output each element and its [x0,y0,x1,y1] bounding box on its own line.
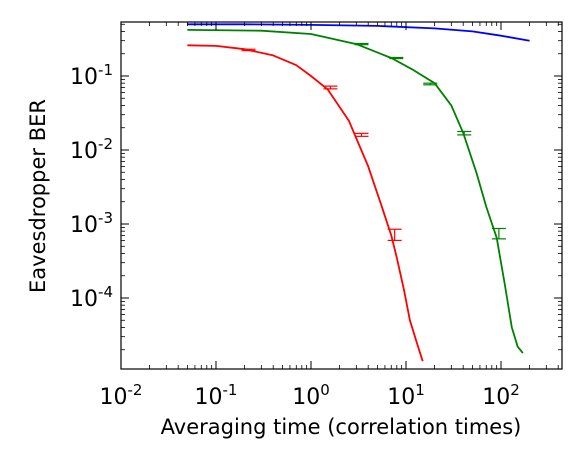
y-tick-label: 10-3 [70,209,113,238]
error-bar-2-0 [241,48,256,52]
plot-frame [120,21,563,370]
error-bar-1-1 [389,56,404,60]
x-axis-title: Averaging time (correlation times) [161,415,522,439]
y-tick-label: 10-4 [70,283,113,312]
y-tick-label: 10-1 [70,61,113,90]
error-bar-1-2 [423,82,438,86]
series-line-0 [187,23,530,42]
tick-layer: 10-2 10-1 100 101 102 10-1 10-2 10-3 10-4 [70,22,562,410]
x-tick-label: 102 [482,381,520,410]
error-bar-2-3 [387,228,402,242]
error-bar-1-4 [491,227,506,240]
x-tick-label: 100 [292,381,330,410]
series-line-1 [187,29,524,354]
x-tick-label: 10-2 [100,381,143,410]
error-bar-2-2 [354,132,369,137]
series-line-2 [187,44,424,362]
error-bar-1-0 [354,42,369,46]
y-axis-title: Eavesdropper BER [26,99,50,293]
x-tick-label: 101 [387,381,425,410]
series-layer [187,23,530,362]
error-bar-1-3 [457,130,472,136]
x-tick-label: 10-1 [195,381,238,410]
error-bar-2-1 [323,85,338,90]
y-tick-label: 10-2 [70,135,113,164]
